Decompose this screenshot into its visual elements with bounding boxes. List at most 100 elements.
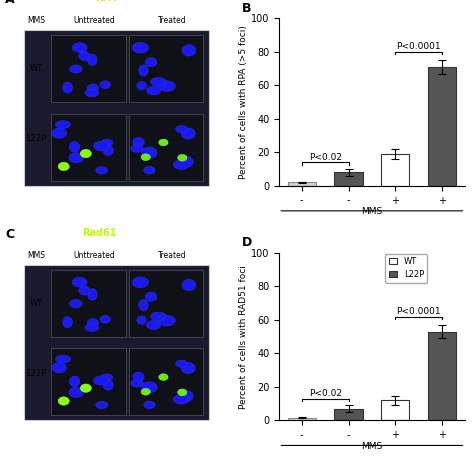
Ellipse shape xyxy=(173,160,189,170)
Ellipse shape xyxy=(144,166,155,174)
Ellipse shape xyxy=(58,397,69,405)
Ellipse shape xyxy=(141,388,150,395)
Ellipse shape xyxy=(55,355,71,363)
Y-axis label: Percent of cells with RPA (>5 foci): Percent of cells with RPA (>5 foci) xyxy=(239,25,248,179)
Ellipse shape xyxy=(63,317,73,328)
FancyBboxPatch shape xyxy=(52,35,126,102)
Ellipse shape xyxy=(181,391,193,401)
Ellipse shape xyxy=(58,162,69,170)
Ellipse shape xyxy=(145,58,157,67)
Text: WT: WT xyxy=(30,298,43,308)
FancyBboxPatch shape xyxy=(52,270,126,337)
Ellipse shape xyxy=(182,128,195,139)
Ellipse shape xyxy=(55,121,71,128)
Text: C: C xyxy=(5,228,14,241)
Text: Treated: Treated xyxy=(157,250,186,260)
Ellipse shape xyxy=(132,277,148,287)
Ellipse shape xyxy=(182,279,196,291)
Ellipse shape xyxy=(176,125,187,133)
Text: P<0.0001: P<0.0001 xyxy=(396,307,441,316)
Bar xyxy=(288,182,316,186)
Ellipse shape xyxy=(69,388,83,397)
Ellipse shape xyxy=(178,389,187,396)
Ellipse shape xyxy=(100,81,110,89)
Ellipse shape xyxy=(141,154,150,160)
Ellipse shape xyxy=(52,362,66,373)
Ellipse shape xyxy=(178,154,187,161)
Ellipse shape xyxy=(87,319,99,327)
Ellipse shape xyxy=(69,142,80,152)
Ellipse shape xyxy=(159,81,175,91)
Ellipse shape xyxy=(88,288,97,300)
Ellipse shape xyxy=(144,401,155,409)
X-axis label: MMS: MMS xyxy=(361,207,383,216)
Ellipse shape xyxy=(176,360,187,367)
Ellipse shape xyxy=(182,45,196,56)
Ellipse shape xyxy=(96,401,108,409)
FancyBboxPatch shape xyxy=(24,30,209,186)
FancyBboxPatch shape xyxy=(24,265,209,420)
Text: MMS: MMS xyxy=(27,250,46,260)
Text: WT: WT xyxy=(30,64,43,73)
Ellipse shape xyxy=(145,292,157,301)
Bar xyxy=(335,172,363,186)
Text: MMS: MMS xyxy=(27,16,46,25)
Ellipse shape xyxy=(182,362,195,374)
Ellipse shape xyxy=(73,43,87,53)
Text: L22P: L22P xyxy=(27,369,47,378)
Legend: WT, L22P: WT, L22P xyxy=(385,254,427,282)
Text: P<0.02: P<0.02 xyxy=(309,153,342,162)
Ellipse shape xyxy=(139,299,148,311)
Ellipse shape xyxy=(70,299,82,308)
Ellipse shape xyxy=(85,324,99,331)
Bar xyxy=(428,332,456,420)
Ellipse shape xyxy=(142,147,157,158)
Bar xyxy=(335,409,363,420)
Ellipse shape xyxy=(142,382,157,393)
FancyBboxPatch shape xyxy=(52,348,126,415)
Ellipse shape xyxy=(137,81,146,90)
Text: Rad61: Rad61 xyxy=(82,228,116,238)
Ellipse shape xyxy=(139,65,148,76)
Ellipse shape xyxy=(94,376,109,385)
Y-axis label: Percent of cells with RAD51 foci: Percent of cells with RAD51 foci xyxy=(239,265,248,409)
Ellipse shape xyxy=(80,149,91,158)
Text: L22P: L22P xyxy=(27,134,47,143)
Ellipse shape xyxy=(131,144,143,152)
Ellipse shape xyxy=(101,139,113,146)
Ellipse shape xyxy=(80,384,91,393)
Ellipse shape xyxy=(181,156,193,167)
Ellipse shape xyxy=(69,153,83,163)
Ellipse shape xyxy=(151,312,166,320)
Text: Treated: Treated xyxy=(157,16,186,25)
Ellipse shape xyxy=(103,380,113,390)
Ellipse shape xyxy=(52,128,66,138)
Text: D: D xyxy=(242,236,253,249)
Text: Unttreated: Unttreated xyxy=(73,250,115,260)
Ellipse shape xyxy=(159,374,168,380)
Ellipse shape xyxy=(131,379,143,387)
Ellipse shape xyxy=(88,54,97,65)
Ellipse shape xyxy=(133,372,144,381)
Bar xyxy=(381,154,410,186)
Ellipse shape xyxy=(101,374,113,381)
Ellipse shape xyxy=(96,167,108,174)
Text: /DAPI: /DAPI xyxy=(116,0,146,3)
Ellipse shape xyxy=(70,65,82,73)
Ellipse shape xyxy=(103,145,113,155)
Text: RPA: RPA xyxy=(95,0,116,3)
Bar xyxy=(381,400,410,420)
Ellipse shape xyxy=(85,89,99,97)
Ellipse shape xyxy=(173,395,189,404)
Text: Unttreated: Unttreated xyxy=(73,16,115,25)
Ellipse shape xyxy=(69,376,80,387)
Text: B: B xyxy=(242,1,252,15)
Text: P<0.02: P<0.02 xyxy=(309,389,342,398)
Ellipse shape xyxy=(79,286,90,295)
FancyBboxPatch shape xyxy=(52,114,126,181)
Bar xyxy=(288,418,316,420)
Ellipse shape xyxy=(159,315,175,326)
Ellipse shape xyxy=(159,139,168,146)
X-axis label: MMS: MMS xyxy=(361,441,383,451)
Text: A: A xyxy=(5,0,15,6)
